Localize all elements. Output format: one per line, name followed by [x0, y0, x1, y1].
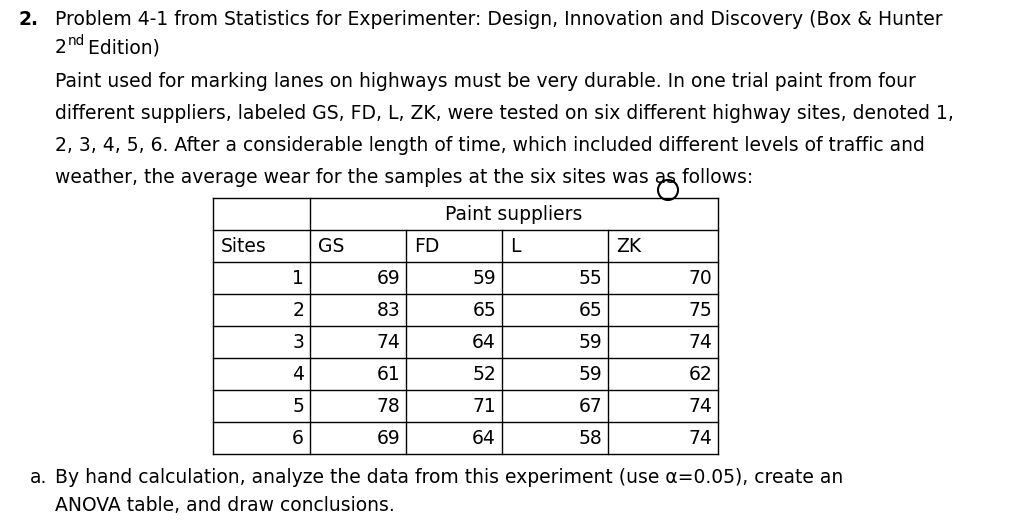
Text: Paint used for marking lanes on highways must be very durable. In one trial pain: Paint used for marking lanes on highways…	[55, 72, 915, 91]
Text: 65: 65	[472, 301, 496, 319]
Text: 2, 3, 4, 5, 6. After a considerable length of time, which included different lev: 2, 3, 4, 5, 6. After a considerable leng…	[55, 136, 925, 155]
Text: Edition): Edition)	[82, 38, 160, 57]
Text: 70: 70	[688, 268, 712, 288]
Text: By hand calculation, analyze the data from this experiment (use α=0.05), create : By hand calculation, analyze the data fr…	[55, 468, 843, 487]
Text: 78: 78	[376, 397, 400, 416]
Text: 58: 58	[579, 429, 602, 447]
Text: 74: 74	[688, 333, 712, 351]
Text: 74: 74	[376, 333, 400, 351]
Text: 55: 55	[579, 268, 602, 288]
Text: 1: 1	[292, 268, 304, 288]
Text: 2: 2	[55, 38, 67, 57]
Text: 64: 64	[472, 333, 496, 351]
Text: 71: 71	[472, 397, 496, 416]
Text: 52: 52	[472, 364, 496, 384]
Text: Sites: Sites	[221, 236, 266, 255]
Text: nd: nd	[68, 34, 85, 48]
Text: 2.: 2.	[18, 10, 38, 29]
Text: ANOVA table, and draw conclusions.: ANOVA table, and draw conclusions.	[55, 496, 394, 515]
Text: 74: 74	[688, 397, 712, 416]
Text: 74: 74	[688, 429, 712, 447]
Text: weather, the average wear for the samples at the six sites was as follows:: weather, the average wear for the sample…	[55, 168, 754, 187]
Text: FD: FD	[414, 236, 439, 255]
Text: 59: 59	[579, 333, 602, 351]
Text: 62: 62	[688, 364, 712, 384]
Text: GS: GS	[318, 236, 344, 255]
Text: 4: 4	[292, 364, 304, 384]
Text: 64: 64	[472, 429, 496, 447]
Text: ZK: ZK	[616, 236, 641, 255]
Text: 3: 3	[292, 333, 304, 351]
Text: 65: 65	[579, 301, 602, 319]
Text: 69: 69	[376, 429, 400, 447]
Text: 75: 75	[688, 301, 712, 319]
Text: 67: 67	[579, 397, 602, 416]
Text: a.: a.	[30, 468, 47, 487]
Text: Problem 4-1 from Statistics for Experimenter: Design, Innovation and Discovery (: Problem 4-1 from Statistics for Experime…	[55, 10, 943, 29]
Text: L: L	[510, 236, 520, 255]
Text: different suppliers, labeled GS, FD, L, ZK, were tested on six different highway: different suppliers, labeled GS, FD, L, …	[55, 104, 954, 123]
Text: 6: 6	[292, 429, 304, 447]
Text: 5: 5	[292, 397, 304, 416]
Text: 69: 69	[376, 268, 400, 288]
Text: Paint suppliers: Paint suppliers	[445, 205, 583, 223]
Text: 61: 61	[376, 364, 400, 384]
Text: 59: 59	[579, 364, 602, 384]
Text: 83: 83	[376, 301, 400, 319]
Text: 59: 59	[472, 268, 496, 288]
Text: 2: 2	[292, 301, 304, 319]
